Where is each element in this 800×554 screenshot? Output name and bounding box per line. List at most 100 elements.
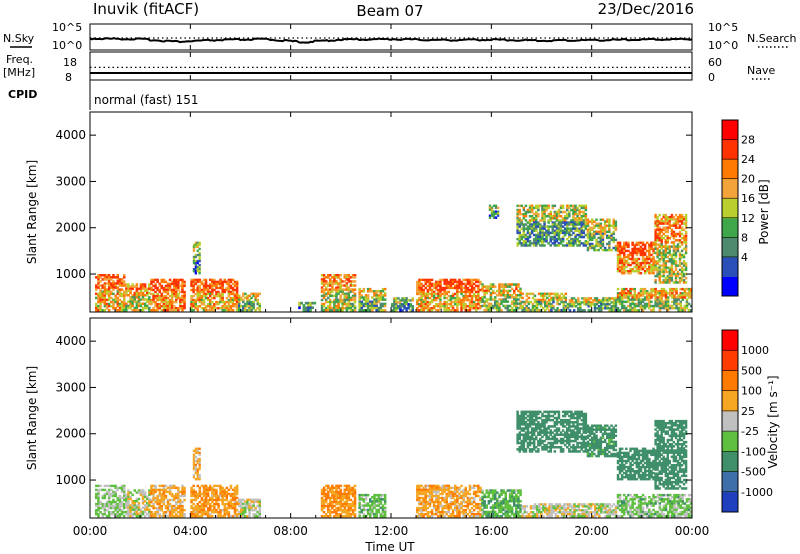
range-cell <box>454 278 457 282</box>
range-cell <box>123 515 126 518</box>
range-cell <box>652 247 655 251</box>
range-cell <box>606 242 609 246</box>
range-cell <box>156 294 159 298</box>
range-cell <box>200 509 204 512</box>
range-cell <box>133 510 136 514</box>
range-cell <box>477 300 480 304</box>
range-cell <box>555 229 559 233</box>
range-cell <box>658 294 662 297</box>
range-cell <box>131 298 134 301</box>
range-cell <box>148 302 151 305</box>
range-cell <box>219 509 222 512</box>
range-cell <box>669 287 672 291</box>
range-cell <box>229 298 233 302</box>
range-cell <box>614 220 618 223</box>
range-cell <box>662 300 666 304</box>
range-cell <box>687 292 691 295</box>
range-cell <box>627 270 630 273</box>
range-cell <box>689 290 693 293</box>
range-cell <box>462 303 465 306</box>
range-cell <box>460 282 463 286</box>
range-cell <box>637 243 641 247</box>
range-cell <box>227 303 231 306</box>
range-cell <box>516 237 519 241</box>
range-cell <box>437 500 440 504</box>
range-cell <box>631 309 634 312</box>
range-cell <box>114 502 117 506</box>
range-cell <box>103 276 107 279</box>
range-cell <box>225 494 229 498</box>
range-cell <box>643 251 647 255</box>
range-cell <box>146 497 149 501</box>
range-cell <box>464 278 467 282</box>
range-cell <box>637 270 641 273</box>
range-cell <box>225 309 229 312</box>
range-cell <box>477 278 480 282</box>
range-cell <box>500 300 503 303</box>
range-cell <box>513 304 516 308</box>
range-cell <box>192 490 195 494</box>
range-cell <box>582 219 585 222</box>
range-cell <box>152 498 155 502</box>
range-cell <box>177 504 180 508</box>
range-cell <box>209 300 212 304</box>
range-cell <box>200 296 204 300</box>
range-cell <box>131 302 134 305</box>
range-cell <box>339 288 342 291</box>
range-cell <box>574 210 577 214</box>
range-cell <box>150 292 153 296</box>
power-ylabel: Slant Range [km] <box>25 160 39 264</box>
range-cell <box>574 227 577 230</box>
range-cell <box>107 500 111 504</box>
range-cell <box>137 298 141 301</box>
range-cell <box>599 242 603 246</box>
range-cell <box>139 491 143 494</box>
range-cell <box>582 212 585 216</box>
range-cell <box>477 298 480 302</box>
range-cell <box>227 305 231 308</box>
range-cell <box>430 300 434 304</box>
range-cell <box>669 304 672 308</box>
range-cell <box>258 506 261 510</box>
range-cell <box>684 251 688 255</box>
range-cell <box>381 504 385 507</box>
range-cell <box>215 515 218 518</box>
range-cell <box>206 502 210 506</box>
range-cell <box>152 284 155 288</box>
range-cell <box>116 280 119 283</box>
range-cell <box>364 508 368 512</box>
range-cell <box>599 224 603 227</box>
range-cell <box>612 240 615 244</box>
range-cell <box>674 247 678 250</box>
range-cell <box>221 296 224 300</box>
range-cell <box>477 290 480 294</box>
range-cell <box>568 231 571 235</box>
range-cell <box>211 494 214 498</box>
range-cell <box>158 284 161 288</box>
range-cell <box>643 243 647 247</box>
range-cell <box>116 278 119 281</box>
range-cell <box>123 490 126 494</box>
range-cell <box>559 237 563 241</box>
range-cell <box>170 307 174 310</box>
range-cell <box>658 290 662 293</box>
range-cell <box>225 296 229 300</box>
range-cell <box>449 494 453 498</box>
range-cell <box>682 255 686 259</box>
range-cell <box>112 307 115 310</box>
range-cell <box>593 297 597 300</box>
range-cell <box>190 294 193 298</box>
range-cell <box>445 488 448 492</box>
range-cell <box>449 298 453 302</box>
range-cell <box>420 307 423 310</box>
range-cell <box>451 509 455 512</box>
range-cell <box>439 300 442 304</box>
range-cell <box>127 289 130 293</box>
range-cell <box>206 486 210 490</box>
range-cell <box>143 302 147 305</box>
range-cell <box>143 283 147 286</box>
range-cell <box>428 504 432 508</box>
range-cell <box>674 266 678 269</box>
range-cell <box>618 245 622 249</box>
range-cell <box>181 484 184 488</box>
